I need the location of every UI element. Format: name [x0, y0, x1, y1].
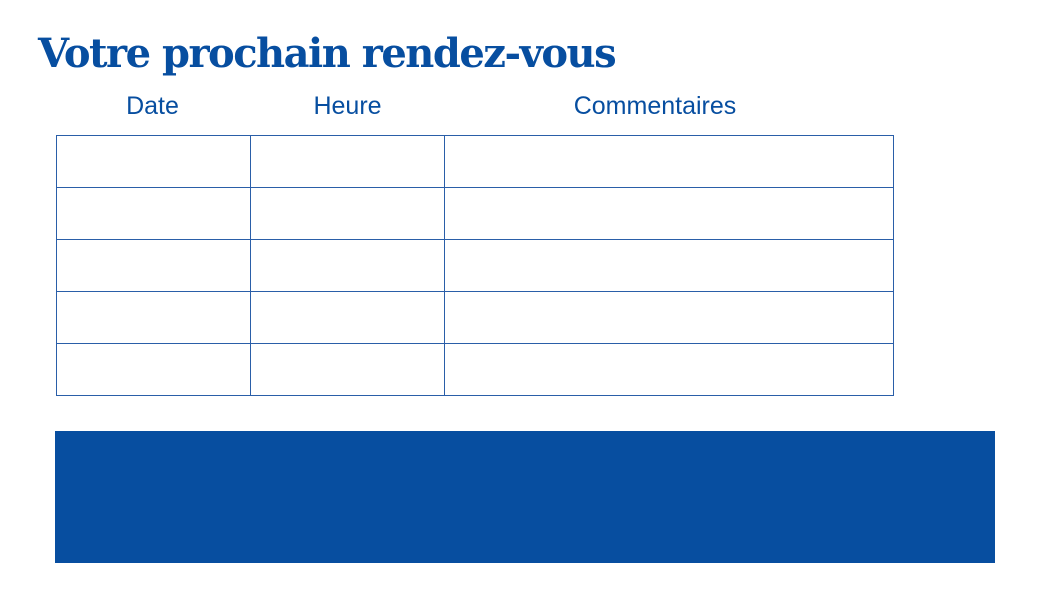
table-cell-commentaires[interactable]	[444, 239, 894, 292]
table-cell-date[interactable]	[56, 239, 251, 292]
table-row	[56, 187, 894, 240]
table-cell-commentaires[interactable]	[444, 135, 894, 188]
column-header-heure: Heure	[313, 92, 382, 120]
blue-banner	[55, 431, 995, 563]
table-row	[56, 343, 894, 396]
appointment-table	[56, 135, 894, 396]
page-title: Votre prochain rendez-vous	[38, 30, 617, 77]
table-cell-commentaires[interactable]	[444, 343, 894, 396]
table-cell-heure[interactable]	[250, 187, 445, 240]
table-cell-commentaires[interactable]	[444, 291, 894, 344]
table-row	[56, 239, 894, 292]
table-cell-date[interactable]	[56, 135, 251, 188]
table-cell-heure[interactable]	[250, 343, 445, 396]
column-header-commentaires: Commentaires	[573, 92, 737, 120]
table-row	[56, 135, 894, 188]
table-cell-heure[interactable]	[250, 135, 445, 188]
table-cell-commentaires[interactable]	[444, 187, 894, 240]
table-cell-date[interactable]	[56, 291, 251, 344]
table-cell-date[interactable]	[56, 187, 251, 240]
table-cell-heure[interactable]	[250, 239, 445, 292]
table-row	[56, 291, 894, 344]
table-cell-date[interactable]	[56, 343, 251, 396]
column-header-date: Date	[126, 92, 179, 120]
table-cell-heure[interactable]	[250, 291, 445, 344]
